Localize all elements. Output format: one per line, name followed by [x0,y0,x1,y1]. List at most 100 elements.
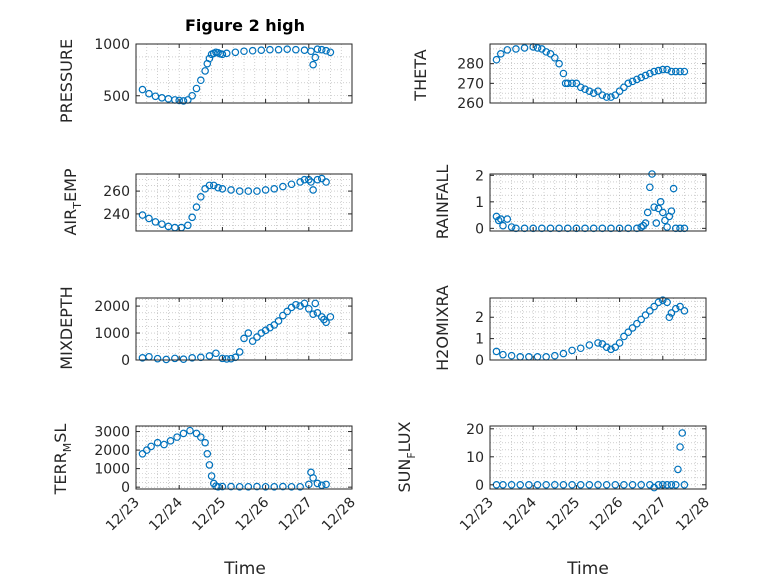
rainfall-point [507,223,516,231]
rainfall-point [680,224,689,233]
terr-msl-ytick-label: 2000 [94,443,130,459]
terr-msl-point [322,480,330,489]
pressure-point [248,46,257,55]
h2omixra-point [499,350,507,359]
theta-point [676,67,684,76]
h2omixra-point [624,328,633,337]
terr-msl-point [173,433,181,441]
pressure-point [311,53,320,62]
h2omixra-point [680,307,689,315]
theta-point [492,55,501,64]
h2omixra-point [568,346,576,355]
h2omixra-point [576,344,585,353]
sun-flux-point [602,480,611,489]
air-temp-ylabel-rest: EMP [61,168,80,202]
sun-flux-point [671,480,680,489]
air-temp-ylabel-base: AIR [61,209,80,236]
theta-point [520,44,529,52]
rainfall-point [633,224,641,233]
h2omixra-point [665,313,674,322]
rainfall-point [512,224,520,233]
air-temp-point [151,218,160,226]
pressure-ytick-label: 1000 [94,37,130,53]
terr-msl-point [309,474,317,482]
air-temp-point [307,178,315,186]
terr-msl-point [244,482,253,491]
rainfall-point [589,224,598,233]
h2omixra-point [615,339,624,347]
mixdepth-ytick-label: 0 [121,353,130,369]
sun-flux-point [507,480,516,489]
rainfall-point [581,224,589,233]
sun-flux-point [576,480,585,489]
rainfall-point [529,224,538,233]
theta-point [654,66,663,75]
theta-point [581,85,589,94]
terr-msl-point [317,481,326,490]
air-temp-ytick-label: 260 [103,184,130,200]
rainfall-ytick-label: 2 [475,168,484,184]
rainfall-ylabel: RAINFALL [433,165,452,240]
terr-msl-point [279,482,287,491]
theta-point [585,87,594,96]
pressure-plot-area [136,44,352,103]
sun-flux-point [533,480,542,489]
mixdepth-point [153,354,162,363]
theta-axes-box [489,43,707,104]
rainfall-point [499,221,507,230]
mixdepth-ytick-label: 1000 [94,326,130,342]
pressure-point [317,45,326,54]
air-temp-point [197,193,205,201]
h2omixra-ytick-label: 2 [475,310,484,326]
terr-msl-ytick-label: 1000 [94,462,130,478]
mixdepth-point [274,317,283,325]
h2omixra-point [602,343,611,351]
rainfall-point [615,224,624,233]
h2omixra-point [676,302,684,311]
theta-ytick-label: 280 [457,57,484,73]
sun-flux-point [516,480,525,489]
mixdepth-point [222,355,231,363]
h2omixra-ytick-label: 1 [475,332,484,348]
sun-flux-point [628,480,637,489]
terr-msl-point [143,446,151,454]
rainfall-point [607,224,615,233]
sun-flux-point [559,480,568,489]
mixdepth-point [240,334,248,343]
air-temp-point [322,178,330,186]
h2omixra-axes-box [489,297,707,361]
pressure-point [175,96,184,105]
terr-msl-point [197,433,205,441]
h2omixra-point [559,349,568,358]
mixdepth-point [311,299,320,308]
terr-msl-point [192,429,201,438]
terr-msl-point [287,482,296,491]
pressure-point [307,47,315,56]
mixdepth-point [304,304,313,313]
rainfall-point [661,216,669,225]
pressure-point [205,54,214,63]
air-temp-point [227,186,235,194]
mixdepth-ytick-label: 2000 [94,299,130,315]
sun-flux-point [676,443,684,451]
rainfall-axes-box [489,173,707,232]
rainfall-point [676,224,684,233]
h2omixra-panel: 0 1 2 [475,296,707,369]
mixdepth-point [227,354,235,363]
theta-point [496,50,505,58]
theta-point [628,77,637,86]
h2omixra-point [637,315,646,324]
theta-point [503,46,512,54]
sun-flux-ylabel-base: SUN [395,459,414,493]
sun-flux-point [674,465,682,474]
pressure-point [231,48,240,57]
h2omixra-point [507,351,516,360]
mixdepth-point [235,348,244,356]
pressure-point [197,76,205,85]
mixdepth-point [322,318,330,327]
theta-point [533,44,542,52]
terr-msl-axes-box [135,425,353,490]
h2omixra-point [628,324,637,332]
h2omixra-point [550,351,559,360]
